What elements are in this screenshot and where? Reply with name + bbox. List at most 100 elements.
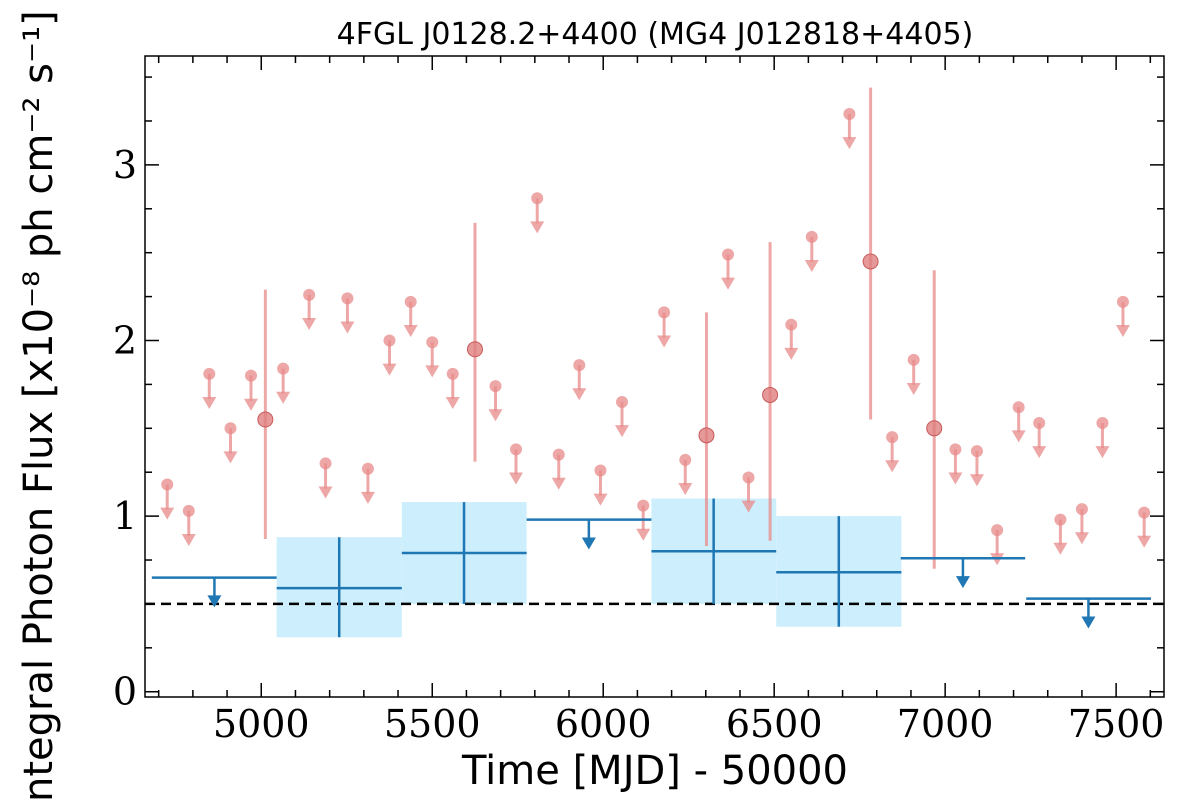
short-bin-upper-limit-point <box>658 306 671 319</box>
short-bin-upper-limit-arrow <box>244 398 259 411</box>
short-bin-upper-limit-arrow <box>804 260 819 273</box>
short-bin-upper-limit-arrow <box>885 460 900 473</box>
short-bin-upper-limit-point <box>426 336 439 349</box>
short-bin-upper-limit-point <box>722 248 735 261</box>
short-bin-upper-limit-point <box>341 292 354 305</box>
short-bin-upper-limit-point <box>785 318 798 331</box>
short-bin-upper-limit-arrow <box>741 500 756 513</box>
short-bin-upper-limit-arrow <box>572 388 587 401</box>
short-bin-upper-limit-point <box>224 422 237 435</box>
x-tick-label: 5500 <box>384 702 481 746</box>
long-bin-upper-limit-arrow <box>1081 616 1096 629</box>
short-bin-upper-limit-point <box>1075 503 1088 516</box>
short-bin-upper-limit-point <box>1012 401 1025 414</box>
short-bin-upper-limit-point <box>970 445 983 458</box>
short-bin-upper-limit-point <box>886 431 899 444</box>
short-bin-upper-limit-arrow <box>302 317 317 330</box>
short-bin-upper-limit-arrow <box>488 409 503 422</box>
short-bin-upper-limit-point <box>907 353 920 366</box>
short-bin-upper-limit-arrow <box>615 425 630 438</box>
short-bin-upper-limit-arrow <box>1074 532 1089 545</box>
x-tick-label: 7500 <box>1068 702 1165 746</box>
short-bin-upper-limit-point <box>552 448 565 461</box>
short-bin-upper-limit-point <box>616 395 629 408</box>
x-tick-label: 7000 <box>897 702 994 746</box>
short-bin-upper-limit-arrow <box>160 507 175 520</box>
short-bin-detection-point <box>466 341 483 358</box>
short-bin-upper-limit-arrow <box>1095 446 1110 459</box>
x-axis-label: Time [MJD] - 50000 <box>461 748 848 794</box>
short-bin-upper-limit-arrow <box>721 277 736 290</box>
short-bin-upper-limit-point <box>573 359 586 372</box>
short-bin-detection-point <box>257 411 274 428</box>
long-bin-upper-limit-arrow <box>581 537 596 550</box>
short-bin-upper-limit-point <box>361 462 374 475</box>
y-tick-label: 0 <box>113 670 137 714</box>
x-tick-label: 6000 <box>555 702 652 746</box>
short-bin-upper-limit-arrow <box>784 347 799 360</box>
y-tick-label: 3 <box>113 143 137 187</box>
short-bin-detection-point <box>926 420 943 437</box>
plot-area <box>145 87 1164 638</box>
short-bin-upper-limit-point <box>637 499 650 512</box>
short-bin-upper-limit-point <box>182 504 195 517</box>
short-bin-upper-limit-arrow <box>636 528 651 541</box>
axes: 5000 5500 6000 6500 7000 7500 0 1 2 3 <box>113 55 1165 746</box>
short-bin-upper-limit-arrow <box>1032 446 1047 459</box>
short-bin-upper-limit-arrow <box>906 382 921 395</box>
short-bin-upper-limit-point <box>594 464 607 477</box>
short-bin-upper-limit-arrow <box>202 396 217 409</box>
short-bin-upper-limit-point <box>203 367 216 380</box>
short-bin-upper-limit-point <box>805 230 818 243</box>
short-bin-upper-limit-arrow <box>425 365 440 378</box>
short-bin-upper-limit-arrow <box>530 221 545 234</box>
short-bin-upper-limit-arrow <box>969 474 984 487</box>
short-bin-detection-point <box>862 253 879 270</box>
short-bin-upper-limit-arrow <box>593 493 608 506</box>
x-tick-label: 6500 <box>726 702 823 746</box>
short-bin-upper-limit-point <box>404 295 417 308</box>
short-bin-upper-limit-arrow <box>403 324 418 337</box>
short-bin-upper-limit-arrow <box>1011 430 1026 443</box>
short-bin-upper-limit-point <box>531 192 544 205</box>
y-axis-label: Integral Photon Flux [x10⁻⁸ ph cm⁻² s⁻¹] <box>16 10 62 800</box>
short-bin-upper-limit-arrow <box>360 491 375 504</box>
short-bin-upper-limit-arrow <box>318 486 333 499</box>
short-bin-upper-limit-arrow <box>1137 535 1152 548</box>
short-bin-upper-limit-arrow <box>223 451 238 464</box>
short-bin-upper-limit-point <box>843 107 856 120</box>
long-bin-upper-limit-arrow <box>955 576 970 589</box>
short-bin-upper-limit-arrow <box>678 483 693 496</box>
y-tick-label: 1 <box>113 494 137 538</box>
short-bin-upper-limit-point <box>510 443 523 456</box>
short-bin-upper-limit-point <box>383 334 396 347</box>
short-bin-upper-limit-point <box>991 524 1004 537</box>
short-bin-upper-limit-arrow <box>382 363 397 376</box>
short-bin-upper-limit-arrow <box>948 472 963 485</box>
short-bin-upper-limit-point <box>277 362 290 375</box>
short-bin-detection-point <box>762 386 779 403</box>
short-bin-upper-limit-arrow <box>1115 324 1130 337</box>
short-bin-upper-limit-point <box>1054 513 1067 526</box>
plot-frame <box>144 55 1165 698</box>
short-bin-upper-limit-point <box>489 380 502 393</box>
short-bin-upper-limit-point <box>679 453 692 466</box>
short-bin-upper-limit-point <box>742 471 755 484</box>
short-bin-upper-limit-point <box>949 443 962 456</box>
long-bin-upper-limit-arrow <box>207 595 222 608</box>
short-bin-upper-limit-arrow <box>657 335 672 348</box>
short-bin-upper-limit-point <box>1116 295 1129 308</box>
short-bin-upper-limit-point <box>161 478 174 491</box>
short-bin-upper-limit-arrow <box>842 137 857 150</box>
short-bin-upper-limit-arrow <box>1053 542 1068 555</box>
short-bin-upper-limit-point <box>1096 417 1109 430</box>
x-tick-label: 5000 <box>213 702 310 746</box>
short-bin-upper-limit-arrow <box>181 533 196 546</box>
short-bin-upper-limit-point <box>446 367 459 380</box>
short-bin-upper-limit-point <box>1138 506 1151 519</box>
short-bin-upper-limit-arrow <box>509 472 524 485</box>
short-bin-upper-limit-arrow <box>445 396 460 409</box>
y-tick-label: 2 <box>113 318 137 362</box>
short-bin-upper-limit-point <box>245 369 258 382</box>
